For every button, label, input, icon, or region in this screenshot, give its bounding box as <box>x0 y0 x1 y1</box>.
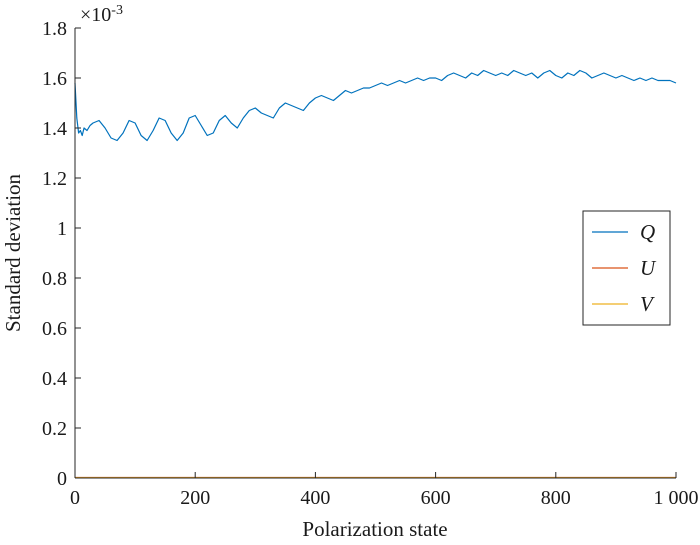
y-exponent-label: ×10-3 <box>80 3 123 26</box>
y-tick-label: 0.2 <box>42 418 67 440</box>
legend-label-q: Q <box>640 220 655 244</box>
y-tick-label: 1 <box>57 218 67 240</box>
x-tick-label: 600 <box>421 487 451 509</box>
legend: Q U V <box>582 210 671 326</box>
legend-label-v: V <box>640 292 655 316</box>
y-tick-label: 1.2 <box>42 168 67 190</box>
ticks-layer: 0 200 400 600 800 1 000 0 0.2 0.4 0.6 0.8 1 1.2 1.4 1.… <box>42 18 699 509</box>
x-axis-title: Polarization state <box>302 517 447 541</box>
y-tick-label: 0 <box>57 468 67 490</box>
legend-label-u: U <box>640 256 657 280</box>
y-tick-label: 0.4 <box>42 368 67 390</box>
y-tick-label: 0.8 <box>42 268 67 290</box>
x-tick-label: 1 000 <box>654 487 699 509</box>
x-tick-label: 200 <box>180 487 210 509</box>
y-tick-label: 1.4 <box>42 118 67 140</box>
axes-layer <box>74 28 676 479</box>
x-tick-label: 400 <box>300 487 330 509</box>
y-axis-title: Standard deviation <box>1 173 25 332</box>
x-tick-label: 0 <box>70 487 80 509</box>
y-tick-label: 0.6 <box>42 318 67 340</box>
plot-area <box>75 28 676 478</box>
y-tick-label: 1.6 <box>42 68 67 90</box>
y-tick-label: 1.8 <box>42 18 67 40</box>
x-tick-label: 800 <box>541 487 571 509</box>
y-exponent-power: -3 <box>111 3 123 18</box>
series-line-q <box>74 69 677 142</box>
